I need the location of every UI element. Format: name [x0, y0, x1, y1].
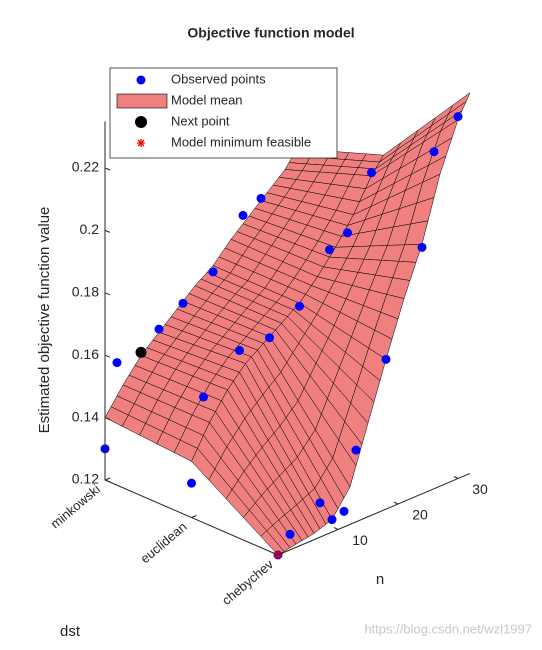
observed-point: [417, 242, 427, 252]
observed-point: [187, 478, 196, 488]
observed-point: [256, 193, 266, 203]
legend-symbol: [136, 75, 146, 85]
z-tick-label: 0.12: [72, 471, 99, 487]
legend-label: Next point: [171, 113, 230, 128]
z-tick-label: 0.22: [72, 159, 99, 175]
legend: Observed points Model mean Next point Model…: [109, 67, 338, 159]
observed-point: [265, 333, 274, 343]
z-tick-label: 0.16: [72, 346, 99, 362]
legend-label: Observed points: [171, 71, 266, 86]
z-tick-label: 0.2: [80, 221, 100, 237]
z-tick: [104, 292, 111, 296]
dst-tick: [191, 515, 197, 518]
observed-point: [429, 147, 439, 157]
points: [100, 112, 463, 560]
surface-patch: [260, 530, 285, 556]
legend-label: Model minimum feasible: [171, 134, 311, 149]
dst-axis-label: dst: [60, 623, 81, 640]
chart-title: Objective function model: [187, 25, 354, 41]
n-tick: [393, 501, 399, 505]
observed-point: [178, 298, 188, 308]
observed-point: [112, 358, 122, 368]
observed-point: [208, 267, 218, 277]
n-tick: [453, 476, 459, 479]
observed-point: [381, 354, 391, 364]
next-point: [135, 346, 147, 358]
observed-point: [285, 529, 295, 539]
z-tick: [104, 417, 111, 421]
observed-point: [154, 324, 164, 334]
n-tick-label: 30: [472, 481, 488, 497]
observed-point: [339, 506, 349, 516]
n-tick-label: 20: [412, 507, 428, 523]
legend-box: [109, 67, 338, 159]
z-tick: [104, 354, 111, 358]
n-axis: [277, 472, 471, 556]
z-tick: [104, 479, 111, 483]
dst-tick: [104, 477, 111, 481]
z-axis-label: Estimated objective function value: [36, 207, 53, 434]
observed-point: [315, 498, 325, 508]
minimum-marker: [137, 139, 145, 147]
observed-point: [367, 168, 376, 178]
observed-point: [351, 445, 361, 455]
observed-point: [238, 210, 248, 220]
observed-point: [199, 392, 208, 402]
watermark: https://blog.csdn.net/wzl1997: [364, 621, 532, 636]
n-tick: [333, 527, 339, 530]
z-tick-label: 0.18: [72, 284, 99, 300]
legend-label: Model mean: [171, 92, 243, 107]
observed-point: [235, 345, 244, 355]
observed-point: [295, 301, 304, 311]
z-tick-label: 0.14: [72, 408, 99, 424]
n-tick-label: 10: [352, 532, 368, 548]
dst-tick: [277, 552, 284, 556]
legend-symbol: [135, 116, 147, 128]
legend-symbol: [116, 93, 168, 109]
observed-point: [325, 245, 334, 255]
observed-point: [343, 228, 352, 238]
z-tick: [104, 167, 111, 171]
n-axis-label: n: [376, 571, 384, 588]
surface: [104, 92, 471, 556]
observed-point: [453, 112, 463, 122]
observed-point: [327, 515, 337, 525]
z-tick: [104, 229, 111, 233]
